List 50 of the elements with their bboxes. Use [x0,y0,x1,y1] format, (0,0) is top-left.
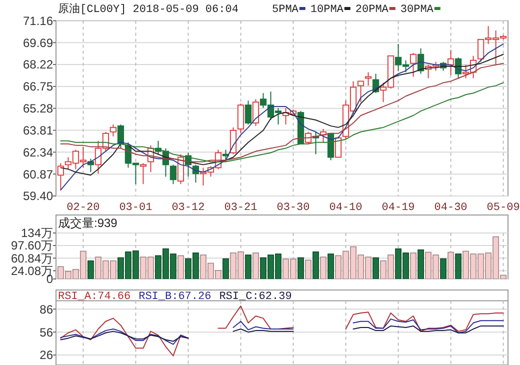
bar [418,249,424,279]
y-tick-label: 66.75 [22,80,54,94]
x-tick-label: 03-30 [276,202,310,214]
x-tick-label: 03-21 [224,202,258,214]
bar [312,251,319,279]
bar [298,257,304,279]
legend-label: 30PMA [400,4,434,16]
y-tick-label: 134万 [20,226,53,240]
y-tick-label: 63.81 [22,123,54,138]
y-tick-label: 65.28 [22,102,54,116]
x-tick-label: 03-01 [119,202,153,214]
x-tick-label: 04-10 [329,202,362,214]
y-tick-label: 86 [40,302,54,316]
y-tick-label: 62.34 [22,145,54,160]
y-tick-label: 59.40 [22,189,54,204]
bar [320,256,326,279]
bar [222,258,229,279]
legend-label: 20PMA [355,4,389,16]
text: RSI_A:74.66 [58,291,131,303]
bar [245,254,252,279]
x-tick-label: 02-20 [66,202,100,214]
bar [372,257,379,279]
text: RSI_B:67.26 [138,291,212,303]
y-tick-label: 71.16 [22,14,54,28]
chart-title: 成交量:939 [58,216,118,230]
x-tick-label: 04-30 [434,202,468,214]
x-tick-label: 04-19 [382,202,415,214]
legend-label: 5PMA [272,4,299,16]
bar [448,252,454,279]
bar [455,254,462,279]
bar [305,260,312,279]
candlestick [447,49,454,76]
x-tick-label: 05-09 [486,202,520,214]
y-tick-label: 97.60万 [10,238,53,253]
legend-label: 10PMA [310,4,344,16]
x-tick-label: 03-12 [172,202,205,214]
y-tick-label: 68.22 [22,58,54,72]
bar [178,255,184,279]
y-tick-label: 26 [40,348,54,362]
y-tick-label: 60.84万 [10,251,53,266]
bar [328,254,334,279]
bar [87,260,94,279]
bar [252,252,259,279]
y-tick-label: 60.87 [22,167,54,182]
y-tick-label: 56 [40,325,54,340]
bar [440,258,447,279]
bar [410,252,416,279]
chart-title: 原油[CL00Y] 2018-05-09 06:04 [58,2,239,16]
y-tick-label: 69.69 [22,36,54,50]
text: RSI_C:62.39 [219,291,292,303]
